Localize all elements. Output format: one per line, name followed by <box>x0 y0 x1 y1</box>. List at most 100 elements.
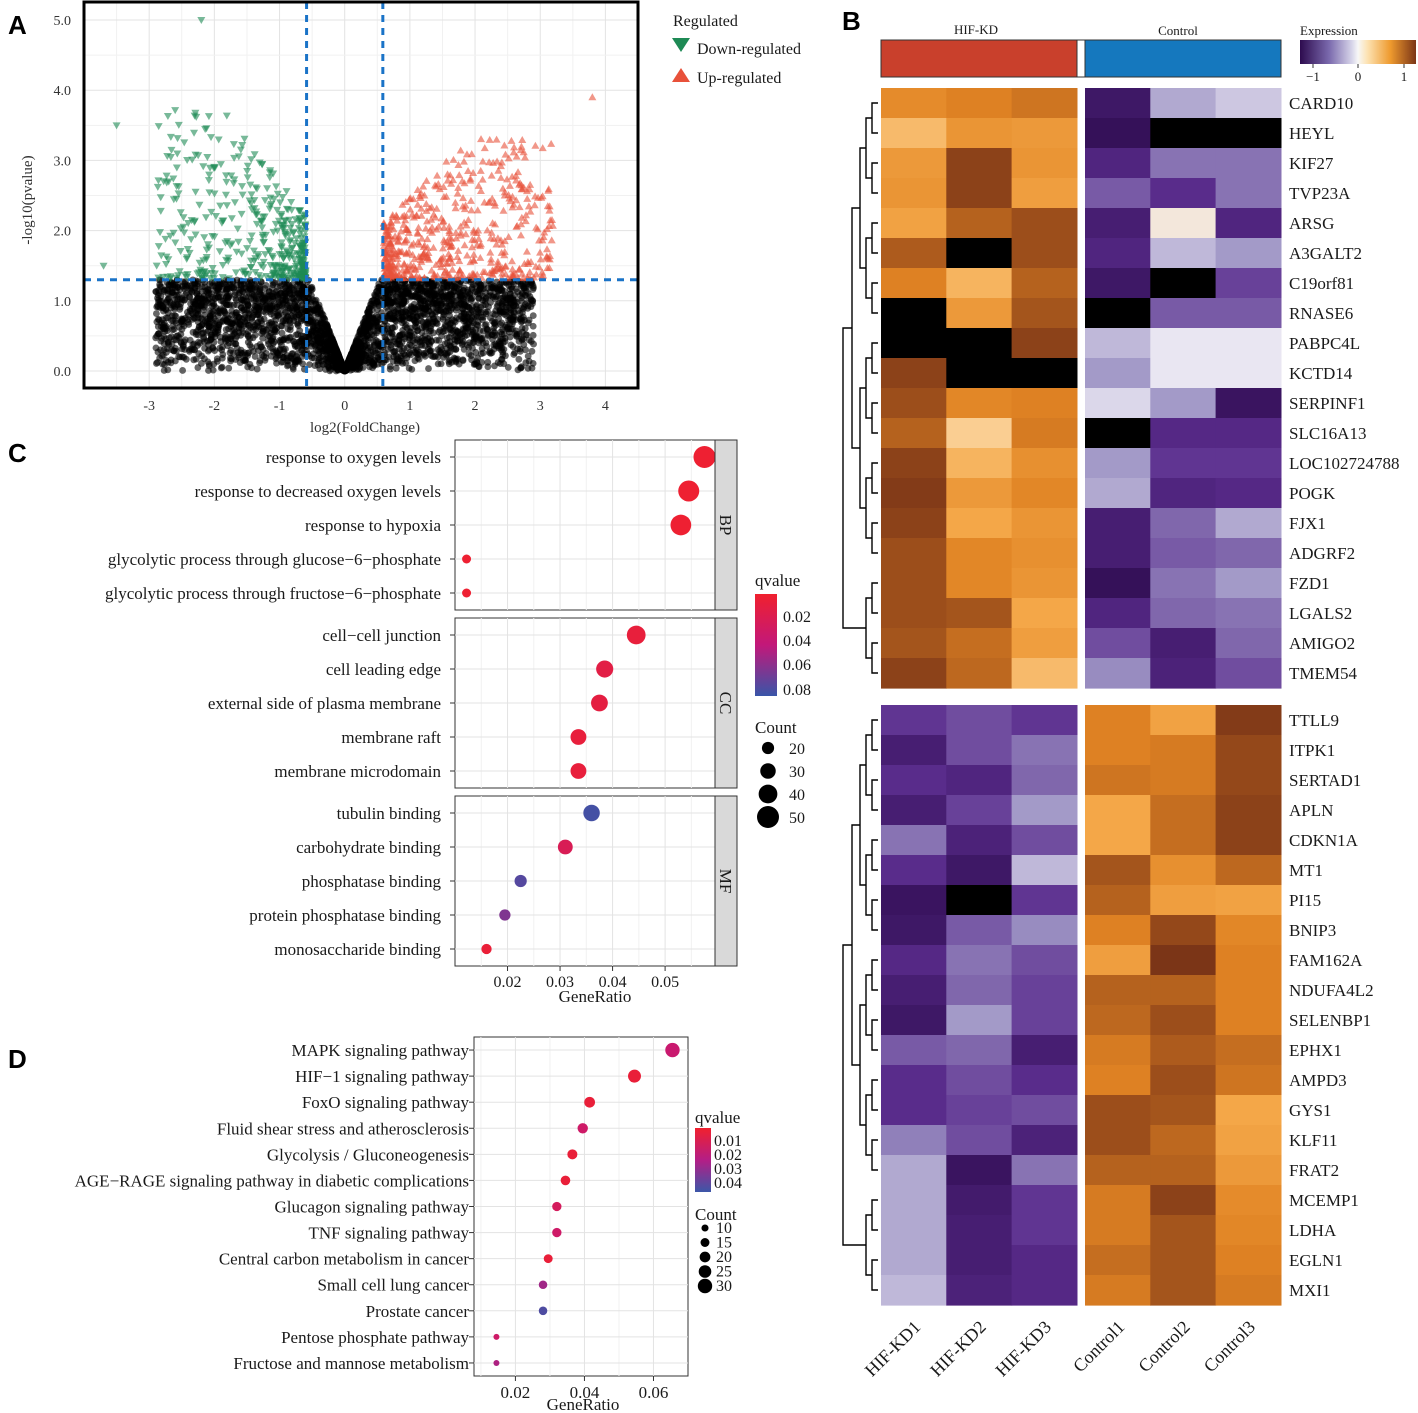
volcano-point-ns <box>228 355 235 363</box>
volcano-point-down <box>296 207 305 215</box>
volcano-point-up <box>543 254 552 262</box>
volcano-point-up <box>480 144 489 152</box>
volcano-point-up <box>420 191 429 199</box>
volcano-point-down <box>245 197 254 205</box>
volcano-point-up <box>422 176 431 184</box>
volcano-point-up <box>526 207 535 215</box>
volcano-points <box>99 17 597 375</box>
volcano-point-down <box>176 225 185 233</box>
dendrogram-branch <box>865 477 872 539</box>
volcano-point-ns <box>484 363 492 371</box>
volcano-point-ns <box>493 303 501 310</box>
gene-label-a3galt2: A3GALT2 <box>1289 244 1362 263</box>
go-x-tick-label: 0.05 <box>651 974 679 991</box>
dendrogram-branch <box>865 597 872 659</box>
volcano-point-ns <box>241 357 249 365</box>
heatmap-cell <box>946 418 1013 449</box>
volcano-point-ns <box>459 357 467 364</box>
heatmap-cell <box>1011 1215 1078 1246</box>
volcano-point-down <box>200 234 209 242</box>
volcano-point-up <box>486 248 495 256</box>
volcano-point-up <box>393 254 402 262</box>
volcano-point-ns <box>174 281 182 289</box>
volcano-point-ns <box>167 359 175 367</box>
volcano-point-down <box>256 262 265 270</box>
volcano-point-down <box>234 153 243 161</box>
sample-label-control3: Control3 <box>1200 1317 1259 1376</box>
volcano-point-ns <box>478 334 486 342</box>
gene-label-egln1: EGLN1 <box>1289 1251 1343 1270</box>
volcano-point-ns <box>178 325 186 333</box>
heatmap-cell <box>1150 568 1217 599</box>
heatmap-cell <box>1150 1065 1217 1096</box>
volcano-point-down <box>240 267 249 275</box>
heatmap-cell <box>1085 1035 1151 1066</box>
volcano-point-ns <box>482 339 490 347</box>
volcano-point-up <box>539 271 548 279</box>
heatmap-cell <box>1011 915 1078 946</box>
dendrogram-branch <box>871 1259 878 1291</box>
volcano-point-ns <box>154 302 161 310</box>
volcano-point-ns <box>164 339 172 346</box>
dendrogram-branch <box>842 327 866 629</box>
volcano-point-up <box>398 266 407 274</box>
gene-label-adgrf2: ADGRF2 <box>1289 544 1355 563</box>
heatmap-cell <box>1085 358 1151 389</box>
go-dotplot: response to oxygen levels response to dec… <box>105 439 811 1006</box>
volcano-y-tick: 1.0 <box>54 295 72 310</box>
volcano-point-up <box>454 273 463 281</box>
volcano-point-ns <box>522 346 529 354</box>
volcano-point-down <box>273 190 282 198</box>
volcano-point-up <box>437 214 446 222</box>
volcano-point-up <box>477 135 486 143</box>
volcano-point-up <box>396 248 405 256</box>
gene-label-ampd3: AMPD3 <box>1289 1071 1347 1090</box>
volcano-point-ns <box>521 324 529 332</box>
heatmap-cell <box>1150 148 1217 179</box>
kegg-dot-glucagon-signaling-pathway <box>552 1201 562 1212</box>
volcano-point-up <box>448 265 457 273</box>
volcano-point-ns <box>384 345 392 353</box>
volcano-point-ns <box>442 293 450 301</box>
group-bar-gap <box>1076 39 1086 78</box>
volcano-point-up <box>414 252 423 260</box>
heatmap-cell <box>946 508 1013 539</box>
heatmap-cell <box>1011 1125 1078 1156</box>
heatmap-cell <box>1215 568 1282 599</box>
volcano-point-up <box>415 263 424 271</box>
volcano-point-ns <box>205 289 213 297</box>
heatmap-cell <box>946 1095 1013 1126</box>
volcano-point-up <box>404 228 413 236</box>
volcano-point-ns <box>261 285 269 292</box>
volcano-point-up <box>512 176 521 184</box>
gene-label-serpinf1: SERPINF1 <box>1289 394 1366 413</box>
heatmap-cell <box>1085 765 1151 796</box>
kegg-plot-area: MAPK signaling pathway HIF−1 signaling pa… <box>75 1036 689 1402</box>
volcano-point-ns <box>502 279 510 287</box>
volcano-point-down <box>152 262 161 270</box>
volcano-point-up <box>493 260 502 268</box>
volcano-point-ns <box>215 321 223 329</box>
heatmap-cell <box>946 1215 1013 1246</box>
volcano-point-ns <box>287 284 295 292</box>
volcano-point-down <box>164 178 173 186</box>
volcano-point-ns <box>446 338 454 345</box>
volcano-point-up <box>543 225 552 233</box>
go-facet-label-mf: MF <box>716 869 735 894</box>
volcano-point-ns <box>421 336 428 344</box>
heatmap-cell <box>881 628 947 659</box>
volcano-point-ns <box>251 353 259 360</box>
volcano-point-up <box>476 253 485 261</box>
expression-tick-neg: −1 <box>1306 69 1320 84</box>
volcano-point-up <box>488 194 497 202</box>
volcano-point-ns <box>258 324 266 332</box>
volcano-point-ns <box>323 361 331 369</box>
volcano-point-ns <box>376 350 383 358</box>
volcano-point-ns <box>483 325 491 333</box>
kegg-count-legend-dot <box>697 1278 713 1294</box>
volcano-point-ns <box>206 280 214 288</box>
volcano-point-down <box>166 133 175 141</box>
volcano-point-up <box>508 203 517 211</box>
volcano-point-ns <box>258 330 266 337</box>
